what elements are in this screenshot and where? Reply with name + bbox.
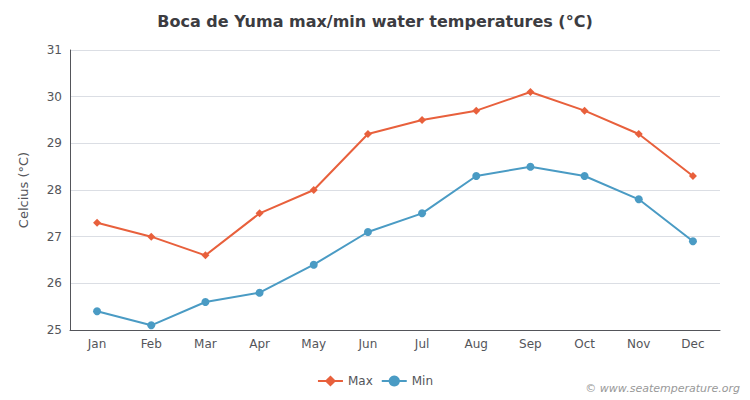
svg-text:Oct: Oct xyxy=(574,337,595,351)
svg-text:Sep: Sep xyxy=(519,337,542,351)
svg-text:Aug: Aug xyxy=(465,337,488,351)
svg-text:Mar: Mar xyxy=(194,337,217,351)
svg-text:Celcius (°C): Celcius (°C) xyxy=(16,152,31,228)
svg-text:31: 31 xyxy=(47,43,62,57)
svg-text:Dec: Dec xyxy=(681,337,704,351)
svg-text:May: May xyxy=(301,337,326,351)
svg-text:26: 26 xyxy=(47,276,62,290)
svg-text:Jul: Jul xyxy=(414,337,429,351)
svg-text:Min: Min xyxy=(412,374,433,388)
svg-text:Nov: Nov xyxy=(627,337,650,351)
svg-text:Feb: Feb xyxy=(141,337,162,351)
svg-text:Boca de Yuma max/min water tem: Boca de Yuma max/min water temperatures … xyxy=(157,12,592,31)
svg-text:Jun: Jun xyxy=(358,337,378,351)
svg-text:28: 28 xyxy=(47,183,62,197)
svg-text:27: 27 xyxy=(47,230,62,244)
svg-text:© www.seatemperature.org: © www.seatemperature.org xyxy=(585,382,740,395)
svg-text:Apr: Apr xyxy=(249,337,270,351)
svg-text:29: 29 xyxy=(47,136,62,150)
svg-text:25: 25 xyxy=(47,323,62,337)
svg-text:Jan: Jan xyxy=(87,337,107,351)
svg-text:30: 30 xyxy=(47,90,62,104)
svg-text:Max: Max xyxy=(348,374,373,388)
